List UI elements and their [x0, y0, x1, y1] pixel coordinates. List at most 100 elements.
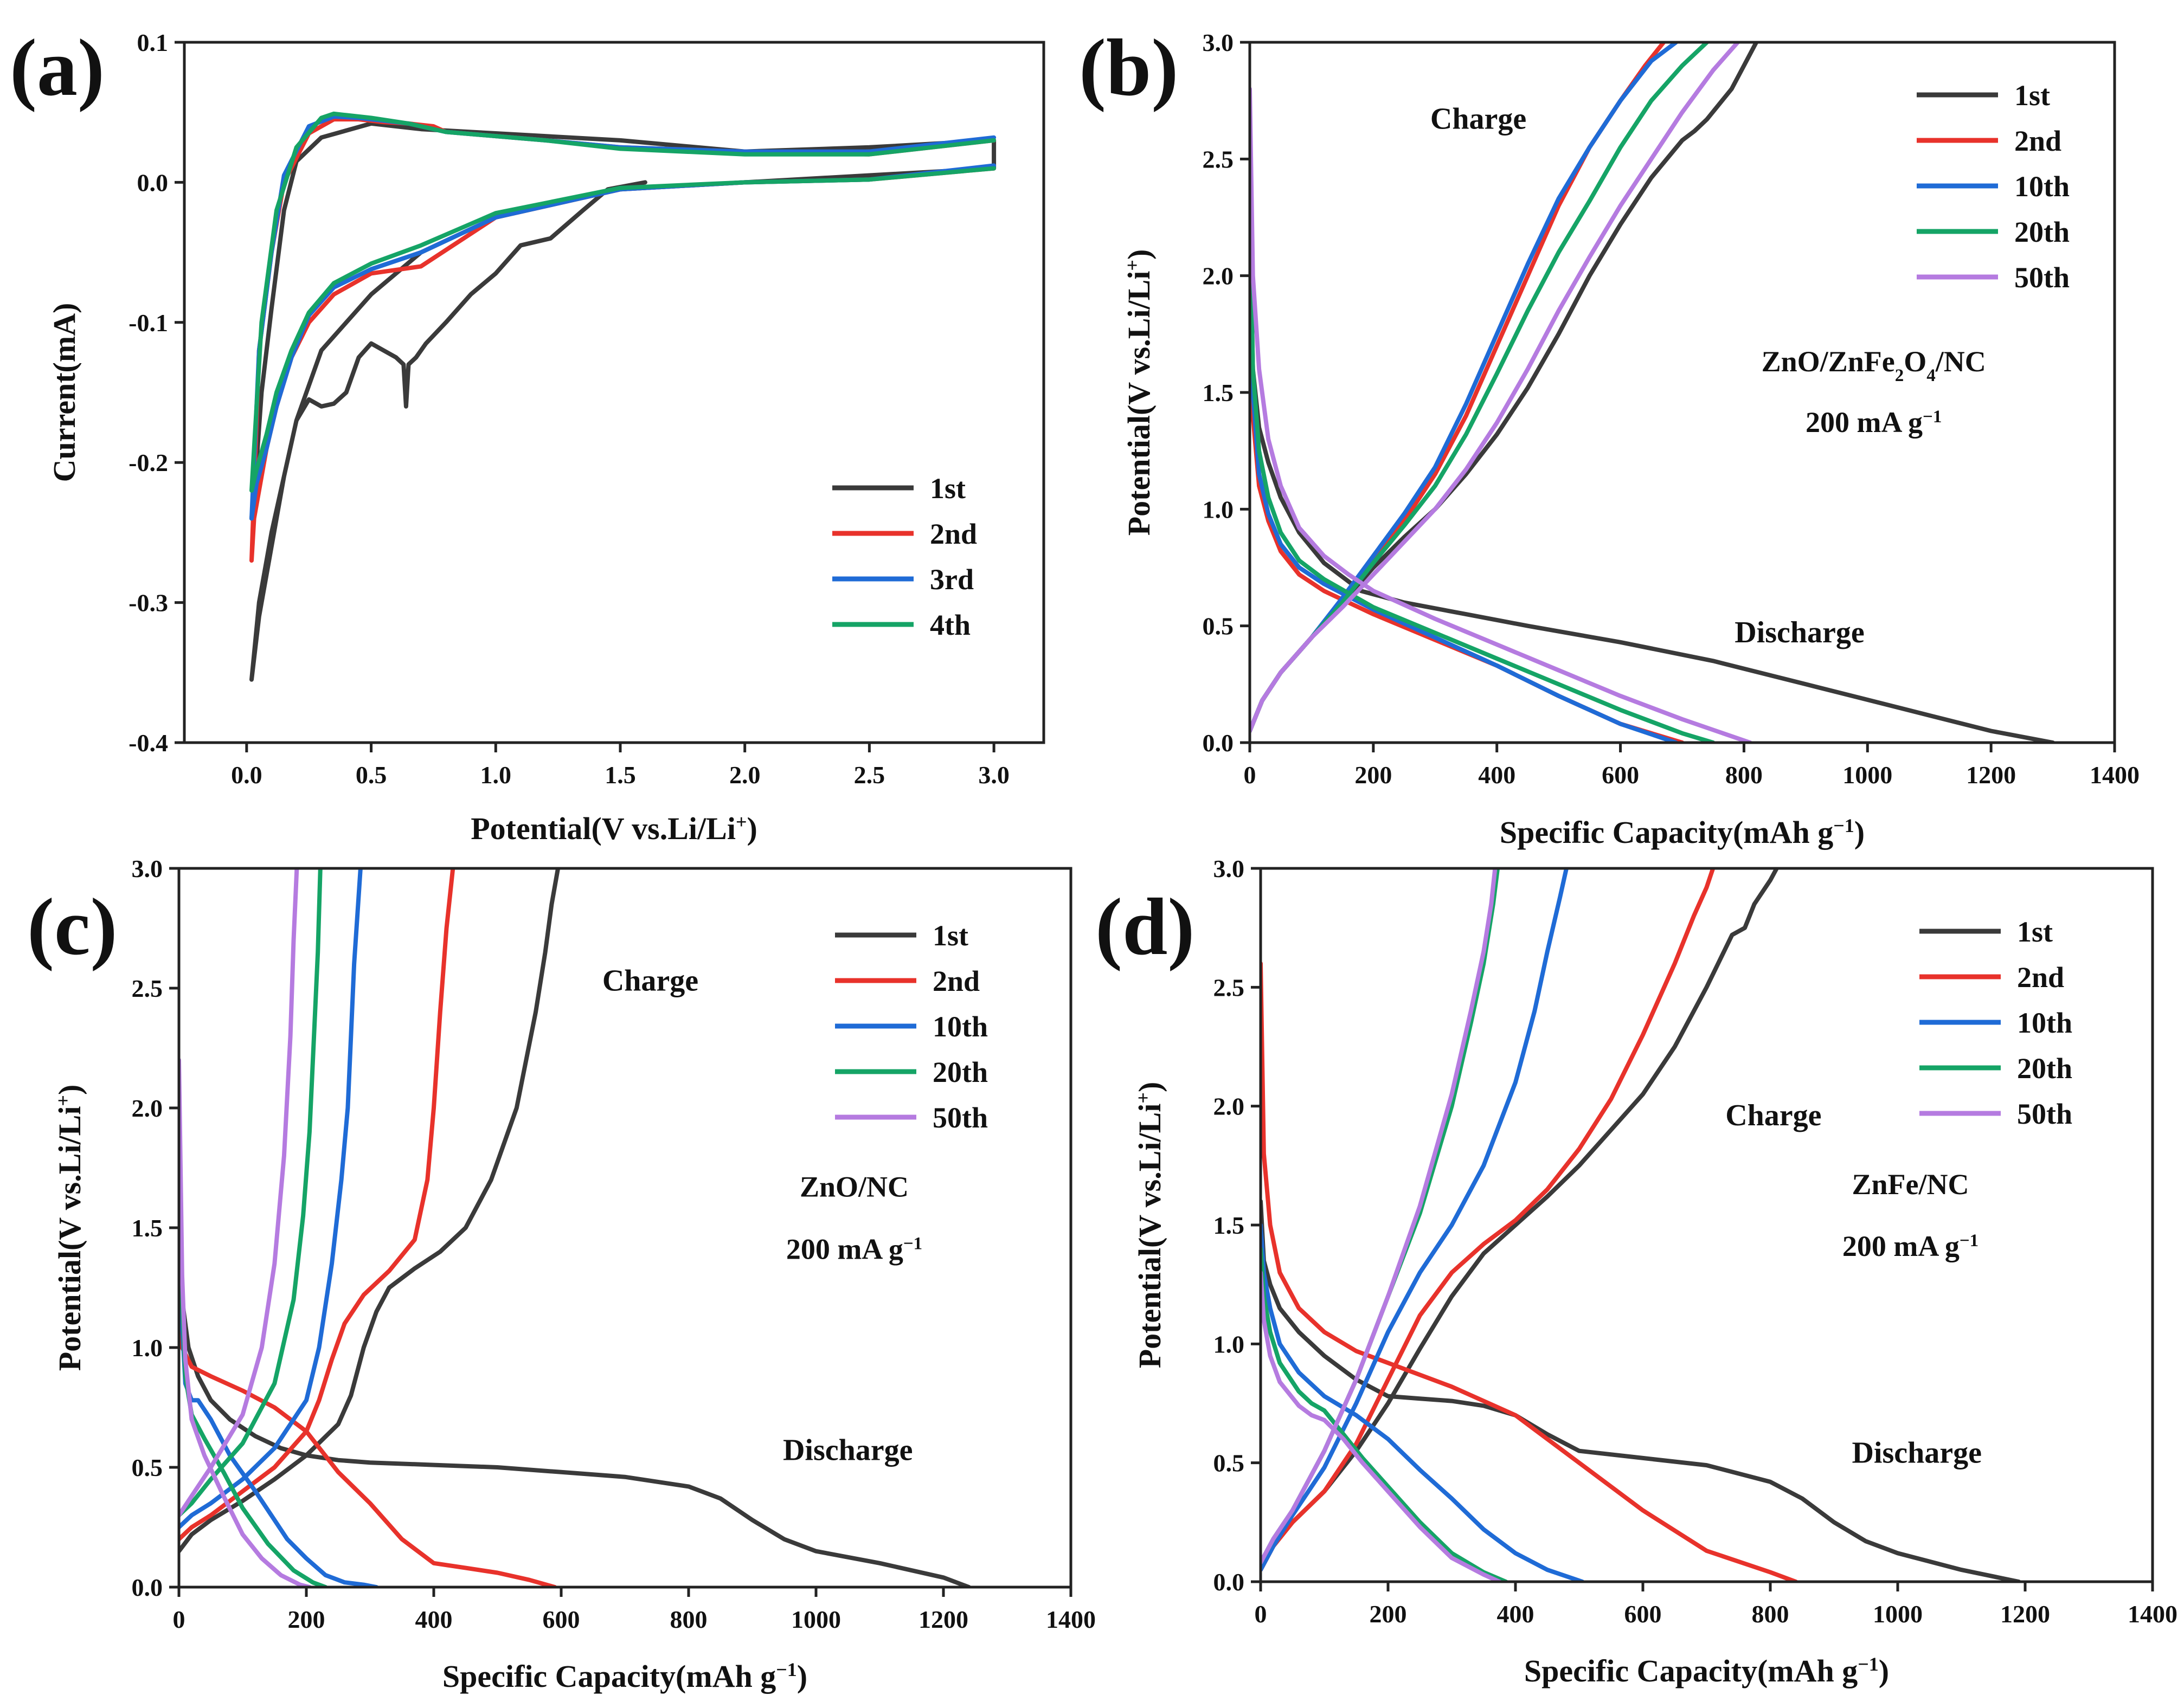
- legend-entry-1st: 1st: [2017, 916, 2053, 948]
- y-tick-label: 0.0: [132, 1574, 163, 1601]
- series-50th-discharge-line: [1250, 87, 1752, 743]
- x-tick-label: 600: [1624, 1600, 1662, 1628]
- x-tick-label: 1000: [791, 1606, 841, 1633]
- plot-frame: [1248, 41, 2116, 744]
- y-tick-label: 2.0: [132, 1094, 163, 1122]
- y-tick-label: 1.5: [1203, 379, 1234, 407]
- legend-entry-50th: 50th: [2017, 1098, 2072, 1130]
- series-2nd-discharge-line: [1261, 961, 1798, 1582]
- material-label: ZnO/NC: [800, 1171, 909, 1203]
- series-1st-discharge-line: [1250, 203, 2055, 743]
- series-50th-charge-line: [179, 868, 299, 1518]
- legend-entry-1st: 1st: [930, 472, 966, 505]
- series-50th-charge-line: [1250, 42, 1740, 733]
- panel-letter: (c): [27, 882, 117, 972]
- legend-entry-1st: 1st: [2014, 79, 2050, 112]
- material-label: ZnO/ZnFe2O4/NC: [1762, 345, 1986, 385]
- y-tick-label: 2.0: [1203, 262, 1234, 290]
- y-tick-label: -0.4: [129, 729, 168, 757]
- y-tick-label: 0.5: [1213, 1449, 1245, 1477]
- x-tick-label: 1400: [2090, 761, 2140, 789]
- x-tick-label: 0.5: [356, 761, 387, 789]
- legend-entry-2nd: 2nd: [2017, 961, 2064, 994]
- annotation-discharge: Discharge: [783, 1434, 913, 1467]
- x-axis-label: Potential(V vs.Li/Li+): [471, 811, 757, 846]
- legend-entry-50th: 50th: [933, 1101, 988, 1134]
- x-tick-label: 1.0: [480, 761, 512, 789]
- series-2nd-discharge-line: [179, 1273, 557, 1587]
- x-axis-label: Specific Capacity(mAh g−1): [1524, 1653, 1889, 1688]
- y-tick-label: 1.0: [1203, 495, 1234, 523]
- series-1st-discharge-line: [179, 1226, 971, 1587]
- x-axis-label: Specific Capacity(mAh g−1): [442, 1659, 807, 1694]
- series-10th-charge-line: [1261, 868, 1569, 1572]
- x-tick-label: 200: [1354, 761, 1392, 789]
- panel-b-charge-discharge-chart: 0 200 400 600 800 1000 1200 1400 0.0 0.5 1.0 1.5 2.0…: [1079, 23, 2140, 850]
- series-2nd-discharge-line: [1250, 273, 1685, 743]
- annotation-charge: Charge: [602, 964, 698, 997]
- legend-entry-10th: 10th: [933, 1010, 988, 1043]
- y-tick-label: 3.0: [1213, 855, 1245, 882]
- x-tick-label: 1200: [2000, 1600, 2050, 1628]
- y-tick-label: -0.2: [129, 449, 168, 476]
- legend-entry-2nd: 2nd: [2014, 125, 2061, 157]
- y-axis-label: Current(mA): [47, 303, 82, 482]
- x-tick-label: 1200: [918, 1606, 968, 1633]
- y-tick-label: 3.0: [1203, 29, 1234, 56]
- y-tick-label: 3.0: [132, 855, 163, 882]
- series-20th-discharge-line: [179, 1106, 328, 1587]
- series-20th-discharge-line: [1250, 203, 1716, 743]
- annotation-charge: Charge: [1725, 1099, 1821, 1132]
- y-axis-label: Potential(V vs.Li/Li+): [52, 1085, 87, 1371]
- x-tick-label: 1400: [1046, 1606, 1096, 1633]
- y-tick-label: 1.0: [1213, 1330, 1245, 1358]
- x-axis-label: Specific Capacity(mAh g−1): [1500, 815, 1865, 850]
- x-tick-label: 2.0: [729, 761, 761, 789]
- plot-area: [1261, 868, 2021, 1582]
- x-tick-label: 200: [288, 1606, 325, 1633]
- current-density-label: 200 mA g−1: [1842, 1230, 1979, 1262]
- y-tick-label: -0.3: [129, 589, 168, 617]
- legend: 1st 2nd 10th 20th 50th: [835, 919, 988, 1134]
- panel-a-cv-chart: 0.0 0.5 1.0 1.5 2.0 2.5 3.0 -0.4 -0.3 -0.2 -0.1 0.0…: [10, 23, 1045, 846]
- series-20th-charge-line: [1261, 868, 1500, 1565]
- x-tick-label: 3.0: [978, 761, 1010, 789]
- annotation-discharge: Discharge: [1735, 616, 1865, 649]
- y-tick-label: -0.1: [129, 309, 168, 337]
- x-tick-label: 200: [1370, 1600, 1407, 1628]
- x-tick-label: 800: [670, 1606, 708, 1633]
- series-1st-charge-line: [179, 868, 561, 1554]
- plot-area: [1250, 42, 2055, 743]
- legend-entry-2nd: 2nd: [933, 965, 980, 997]
- y-tick-label: 0.5: [132, 1454, 163, 1481]
- plot-area: [249, 111, 997, 682]
- y-tick-label: 0.5: [1203, 613, 1234, 640]
- x-tick-label: 1000: [1842, 761, 1892, 789]
- x-tick-label: 1.5: [605, 761, 636, 789]
- series-2nd-charge-line: [179, 868, 455, 1542]
- legend-entry-3rd: 3rd: [930, 563, 974, 596]
- x-tick-label: 0: [1255, 1600, 1267, 1628]
- x-tick-label: 2.5: [854, 761, 885, 789]
- x-tick-label: 400: [1497, 1600, 1534, 1628]
- legend: 1st 2nd 10th 20th 50th: [1919, 916, 2072, 1130]
- current-density-label: 200 mA g−1: [786, 1233, 922, 1265]
- y-axis-label: Potential(V vs.Li/Li+): [1121, 249, 1157, 536]
- panel-letter: (b): [1079, 23, 1178, 113]
- legend-entry-20th: 20th: [2017, 1052, 2072, 1085]
- series-10th-discharge-line: [1250, 227, 1679, 743]
- y-tick-label: 1.5: [132, 1214, 163, 1242]
- x-tick-label: 800: [1725, 761, 1763, 789]
- panel-c-charge-discharge-chart: 0 200 400 600 800 1000 1200 1400 0.0 0.5 1.0 1.5 2.0…: [27, 855, 1096, 1694]
- panel-letter: (a): [10, 23, 105, 113]
- y-tick-label: 2.5: [132, 975, 163, 1002]
- legend-entry-20th: 20th: [2014, 216, 2070, 248]
- x-tick-label: 0: [173, 1606, 185, 1633]
- series-20th-discharge-line: [1261, 1246, 1508, 1582]
- current-density-label: 200 mA g−1: [1806, 406, 1942, 439]
- x-tick-label: 400: [1478, 761, 1515, 789]
- x-tick-label: 800: [1752, 1600, 1789, 1628]
- x-tick-label: 400: [415, 1606, 453, 1633]
- series-2nd-charge-line: [1261, 868, 1716, 1572]
